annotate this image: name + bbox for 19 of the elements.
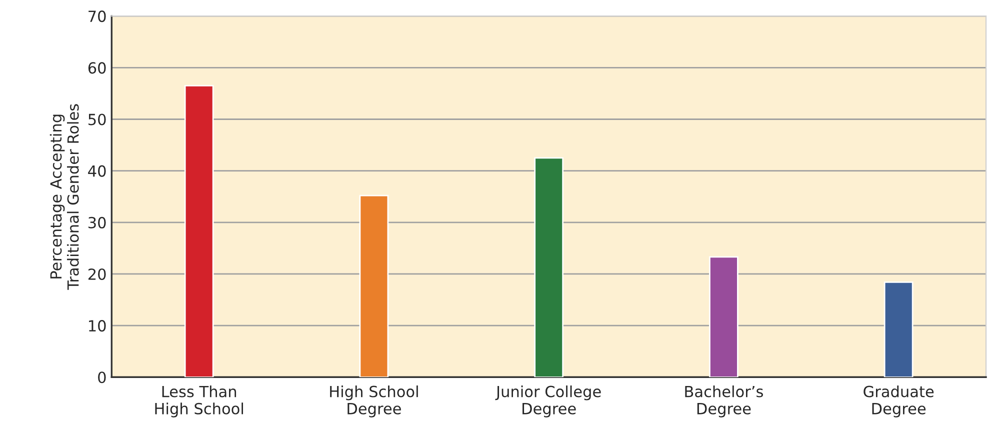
y-axis-title: Percentage Accepting Traditional Gender Roles bbox=[50, 104, 79, 290]
y-tick-label: 40 bbox=[88, 165, 106, 177]
y-tick-label: 20 bbox=[88, 268, 106, 280]
bar bbox=[359, 194, 389, 378]
y-tick-label: 50 bbox=[88, 114, 106, 126]
y-tick-label: 70 bbox=[88, 10, 106, 22]
y-tick-label: 10 bbox=[89, 320, 106, 332]
x-tick-label: High School Degree bbox=[330, 385, 418, 418]
bar bbox=[184, 85, 214, 378]
x-tick-label: Less Than High School bbox=[155, 385, 243, 418]
y-tick-label: 60 bbox=[88, 62, 106, 74]
y-tick-label: 0 bbox=[98, 372, 106, 384]
y-tick-label: 30 bbox=[88, 216, 106, 228]
x-tick-label: Junior College Degree bbox=[495, 385, 601, 418]
x-tick-label: Graduate Degree bbox=[864, 385, 934, 418]
x-tick-label: Bachelor’s Degree bbox=[685, 385, 763, 418]
bar bbox=[884, 282, 914, 378]
bar bbox=[534, 157, 564, 378]
bar bbox=[709, 256, 738, 378]
